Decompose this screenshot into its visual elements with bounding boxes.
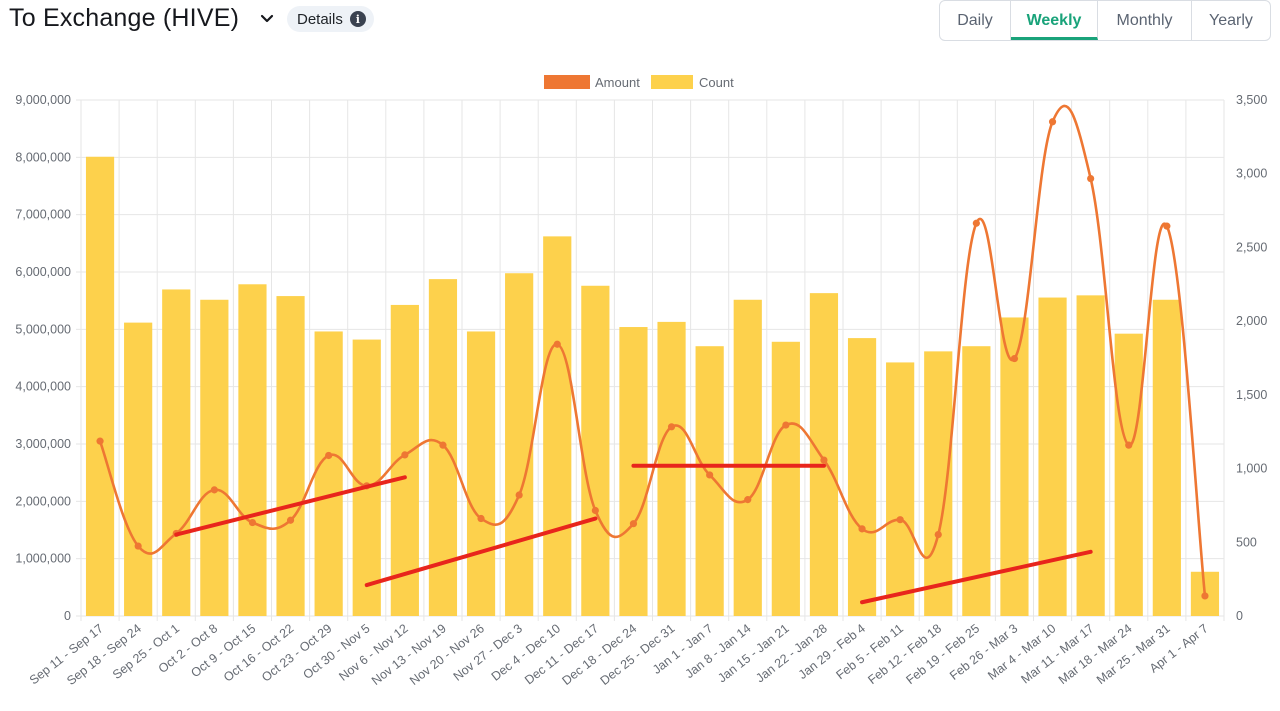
y-left-tick-label: 2,000,000 (15, 494, 71, 508)
amount-point (401, 451, 409, 459)
amount-point (134, 542, 142, 550)
y-left-tick-label: 7,000,000 (15, 208, 71, 222)
amount-point (1010, 354, 1019, 363)
legend-label-amount: Amount (595, 75, 640, 90)
legend-swatch-count (651, 75, 693, 89)
count-bar (962, 346, 991, 616)
amount-point (706, 471, 714, 479)
amount-point (439, 441, 447, 449)
amount-point (1087, 174, 1095, 183)
count-bar (847, 338, 877, 616)
amount-point (1048, 118, 1057, 126)
legend-label-count: Count (699, 75, 734, 90)
annotation-line (174, 475, 407, 537)
count-bar (657, 321, 686, 616)
count-bar (1152, 299, 1181, 616)
count-bar (1038, 297, 1067, 616)
info-icon: i (349, 11, 366, 27)
y-right-tick-label: 2,000 (1236, 314, 1267, 328)
amount-point (248, 518, 257, 527)
header: To Exchange (HIVE) Details i Daily Weekl… (0, 0, 1280, 44)
amount-point (744, 496, 752, 504)
amount-point (782, 421, 790, 429)
count-bar (543, 236, 572, 616)
amount-point (210, 486, 218, 494)
annotation-line (860, 549, 1093, 605)
amount-point (553, 340, 561, 348)
count-bar (809, 293, 839, 616)
period-tabs: Daily Weekly Monthly Yearly (939, 0, 1271, 41)
count-bar (200, 299, 229, 616)
amount-point (896, 516, 904, 524)
amount-point (1201, 592, 1209, 600)
y-left-tick-label: 9,000,000 (15, 93, 71, 107)
count-bar (619, 327, 648, 616)
tab-daily[interactable]: Daily (940, 1, 1011, 40)
count-bar (733, 299, 762, 616)
y-left-tick-label: 4,000,000 (15, 380, 71, 394)
amount-point (515, 491, 523, 499)
amount-point (286, 516, 295, 524)
y-right-tick-label: 0 (1236, 609, 1243, 623)
y-left-tick-label: 1,000,000 (15, 552, 71, 566)
y-right-tick-label: 1,500 (1236, 388, 1267, 402)
count-bar (581, 285, 610, 616)
y-right-tick-label: 2,500 (1236, 240, 1267, 254)
amount-point (1125, 441, 1133, 449)
count-bar (124, 322, 153, 616)
count-bar (276, 296, 305, 616)
tab-weekly[interactable]: Weekly (1011, 1, 1098, 40)
count-bar (85, 156, 115, 616)
y-left-tick-label: 5,000,000 (15, 322, 71, 336)
y-right-tick-label: 500 (1236, 535, 1257, 549)
details-button[interactable]: Details i (287, 6, 374, 32)
count-bar (390, 304, 419, 616)
tab-yearly[interactable]: Yearly (1209, 11, 1253, 29)
count-bar (238, 284, 267, 616)
page-title: To Exchange (HIVE) (9, 4, 240, 32)
amount-point (972, 219, 980, 227)
count-bar (162, 289, 191, 616)
y-left-tick-label: 0 (64, 609, 71, 623)
legend-swatch-amount (544, 75, 590, 89)
count-bar (1076, 295, 1105, 616)
count-bar (352, 339, 381, 616)
count-bar (505, 273, 534, 616)
count-bar (924, 351, 953, 616)
amount-point (591, 506, 599, 515)
y-right-tick-label: 1,000 (1236, 462, 1267, 476)
amount-line (98, 104, 1207, 597)
count-bar (886, 362, 915, 616)
y-left-tick-label: 6,000,000 (15, 265, 71, 279)
count-bar (314, 331, 343, 616)
amount-point (477, 514, 485, 523)
amount-point (325, 451, 333, 460)
amount-point (934, 530, 942, 539)
count-bar (771, 341, 800, 616)
amount-point (96, 437, 104, 445)
amount-point (667, 423, 676, 431)
amount-point (629, 520, 638, 528)
amount-point (858, 525, 866, 533)
y-right-tick-label: 3,000 (1236, 167, 1267, 181)
tab-monthly[interactable]: Monthly (1098, 1, 1192, 40)
amount-point (820, 456, 828, 464)
chevron-down-icon[interactable] (259, 10, 275, 26)
count-bar (1114, 333, 1143, 616)
y-left-tick-label: 3,000,000 (15, 437, 71, 451)
count-bar (695, 346, 724, 616)
annotation-line (364, 516, 598, 588)
count-bar (466, 331, 496, 616)
amount-point (1163, 222, 1171, 230)
details-label: Details (297, 10, 343, 28)
y-left-tick-label: 8,000,000 (15, 150, 71, 164)
y-right-tick-label: 3,500 (1236, 93, 1267, 107)
